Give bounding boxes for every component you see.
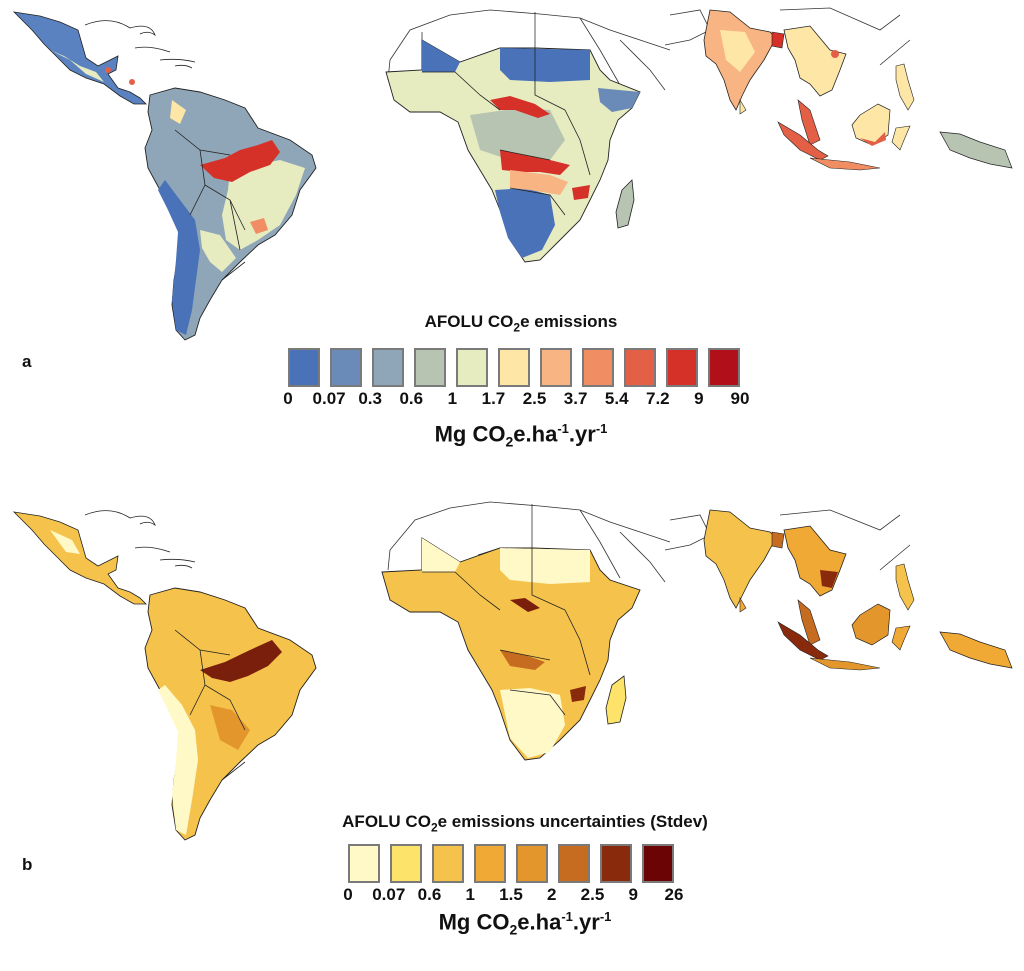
- panel-letter-a: a: [22, 352, 32, 371]
- legend-swatch-3: [474, 844, 506, 884]
- legend-swatch-5: [498, 348, 530, 388]
- legend-title-subscript: 2: [430, 820, 438, 835]
- map-africa-emissions: [385, 9, 671, 263]
- legend-swatch-4: [516, 844, 548, 884]
- legend-emissions: AFOLU CO2e emissions 0 0.07 0.3 0.6 1 1.7 2.5 3…: [276, 312, 766, 450]
- unit-text-ha: e.ha: [513, 421, 558, 447]
- legend-break-label: 9: [694, 389, 704, 409]
- legend-swatch-4: [456, 348, 488, 388]
- panel-b-uncertainties: b AFOLU CO2e emissions uncertainties (St…: [0, 490, 1024, 971]
- legend-swatch-6: [540, 348, 572, 388]
- legend-break-label: 7.2: [645, 389, 670, 409]
- unit-superscript-yr: -1: [595, 421, 608, 437]
- legend-swatch-8: [624, 348, 656, 388]
- legend-title-text: AFOLU CO: [342, 812, 431, 831]
- legend-break-label: 90: [730, 389, 750, 409]
- legend-break-label: 1.5: [499, 885, 523, 905]
- legend-break-label: 0.6: [399, 389, 424, 409]
- legend-unit: Mg CO2e.ha-1.yr-1: [276, 421, 766, 450]
- unit-text-ha: e.ha: [517, 909, 562, 935]
- legend-title: AFOLU CO2e emissions: [276, 312, 766, 334]
- unit-text: Mg CO: [438, 909, 510, 935]
- legend-break-label: 26: [664, 885, 684, 905]
- legend-break-label: 0.3: [358, 389, 382, 409]
- legend-break-label: 9: [628, 885, 638, 905]
- legend-break-label: 3.7: [563, 389, 588, 409]
- legend-swatches: [310, 844, 740, 884]
- legend-swatch-3: [414, 348, 446, 388]
- legend-break-label: 1: [465, 885, 475, 905]
- legend-swatch-9: [666, 348, 698, 388]
- legend-swatch-2: [372, 348, 404, 388]
- unit-text-yr: .yr: [568, 421, 596, 447]
- legend-break-label: 0.07: [312, 389, 346, 409]
- legend-title-subscript: 2: [513, 320, 521, 335]
- unit-text-yr: .yr: [572, 909, 600, 935]
- unit-superscript-ha: -1: [557, 421, 569, 437]
- legend-swatch-7: [642, 844, 674, 884]
- map-africa-uncertainty: [381, 501, 671, 761]
- unit-subscript: 2: [505, 434, 514, 451]
- legend-uncertainties: AFOLU CO2e emissions uncertainties (Stde…: [310, 812, 740, 938]
- unit-superscript-ha: -1: [561, 909, 573, 925]
- legend-breaks: 0 0.07 0.6 1 1.5 2 2.5 9 26: [310, 885, 740, 907]
- legend-swatch-0: [288, 348, 320, 388]
- map-asia-uncertainty: [664, 509, 1013, 671]
- legend-swatch-2: [432, 844, 464, 884]
- unit-text: Mg CO: [434, 421, 506, 447]
- map-latin-america-emissions: [12, 11, 317, 341]
- legend-swatch-10: [708, 348, 740, 388]
- legend-break-label: 2: [547, 885, 557, 905]
- legend-break-label: 0.6: [417, 885, 442, 905]
- panel-letter-b: b: [22, 855, 33, 874]
- legend-break-label: 2.5: [580, 885, 605, 905]
- legend-break-label: 5.4: [604, 389, 629, 409]
- legend-swatch-7: [582, 348, 614, 388]
- legend-unit: Mg CO2e.ha-1.yr-1: [310, 909, 740, 938]
- unit-subscript: 2: [509, 922, 518, 939]
- legend-break-label: 0: [283, 389, 293, 409]
- map-asia-emissions: [664, 7, 1013, 171]
- legend-swatch-6: [600, 844, 632, 884]
- legend-break-label: 0: [343, 885, 353, 905]
- legend-break-label: 2.5: [522, 389, 547, 409]
- legend-swatch-1: [330, 348, 362, 388]
- legend-title: AFOLU CO2e emissions uncertainties (Stde…: [310, 812, 740, 834]
- legend-break-label: 1: [447, 389, 458, 409]
- legend-title-text: AFOLU CO: [424, 312, 514, 331]
- legend-swatch-5: [558, 844, 590, 884]
- legend-swatches: [276, 348, 766, 388]
- legend-breaks: 0 0.07 0.3 0.6 1 1.7 2.5 3.7 5.4 7.2 9 90: [276, 389, 766, 411]
- legend-break-label: 1.7: [481, 389, 506, 409]
- legend-break-label: 0.07: [372, 885, 406, 905]
- legend-title-text-end: e emissions uncertainties (Stdev): [437, 812, 708, 831]
- unit-superscript-yr: -1: [599, 909, 612, 925]
- legend-swatch-1: [390, 844, 422, 884]
- legend-title-text-end: e emissions: [520, 312, 618, 331]
- map-latin-america-uncertainty: [12, 510, 317, 841]
- panel-a-emissions: a AFOLU CO2e emissions 0 0.07 0.3 0.6 1 1.7 2.…: [0, 0, 1024, 480]
- legend-swatch-0: [348, 844, 380, 884]
